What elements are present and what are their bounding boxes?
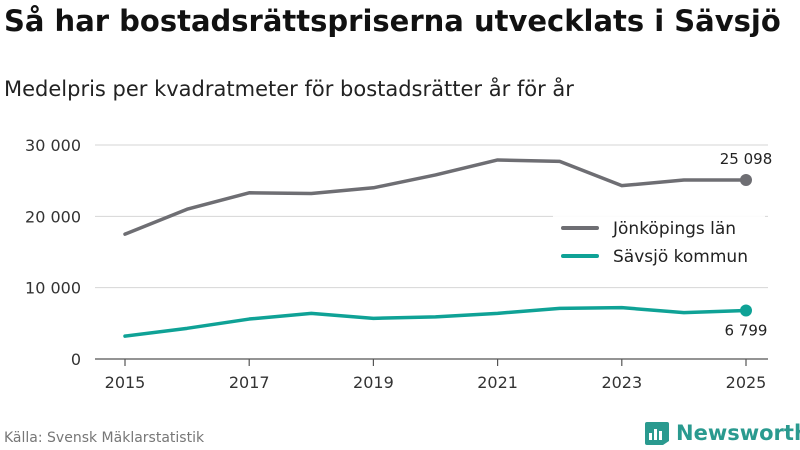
x-tick-label: 2021 — [477, 373, 518, 392]
series-end-label: 25 098 — [720, 150, 773, 168]
x-tick-label: 2019 — [353, 373, 394, 392]
chart-title: Så har bostadsrättspriserna utvecklats i… — [4, 4, 781, 38]
brand-name: Newsworthy — [676, 421, 800, 445]
chart-subtitle: Medelpris per kvadratmeter för bostadsrä… — [4, 77, 574, 101]
series-end-label: 6 799 — [725, 322, 768, 340]
legend-label: Jönköpings län — [612, 219, 736, 239]
series: 25 098 6 799 — [123, 150, 773, 340]
x-tick-label: 2017 — [229, 373, 270, 392]
newsworthy-icon — [645, 422, 669, 445]
legend-background — [553, 208, 765, 274]
x-tick-label: 2023 — [601, 373, 642, 392]
series-end-marker — [740, 173, 752, 186]
series-line-jonkopings-lan — [123, 158, 748, 236]
y-tick-label: 10 000 — [25, 279, 81, 298]
source-note: Källa: Svensk Mäklarstatistik — [4, 430, 205, 446]
y-tick-label: 30 000 — [25, 136, 81, 155]
y-tick-label: 0 — [71, 350, 81, 369]
legend: Jönköpings län Sävsjö kommun — [553, 208, 765, 274]
brand-logo: Newsworthy — [644, 420, 800, 446]
axes: 0 10 000 20 000 30 000 2015 2017 2019 2021 2023 2… — [25, 136, 768, 392]
x-tick-label: 2025 — [726, 373, 767, 392]
series-line-savsjo-kommun — [123, 305, 748, 338]
legend-label: Sävsjö kommun — [613, 247, 748, 267]
series-end-marker — [740, 304, 752, 317]
y-tick-label: 20 000 — [25, 207, 81, 226]
x-tick-label: 2015 — [105, 373, 146, 392]
